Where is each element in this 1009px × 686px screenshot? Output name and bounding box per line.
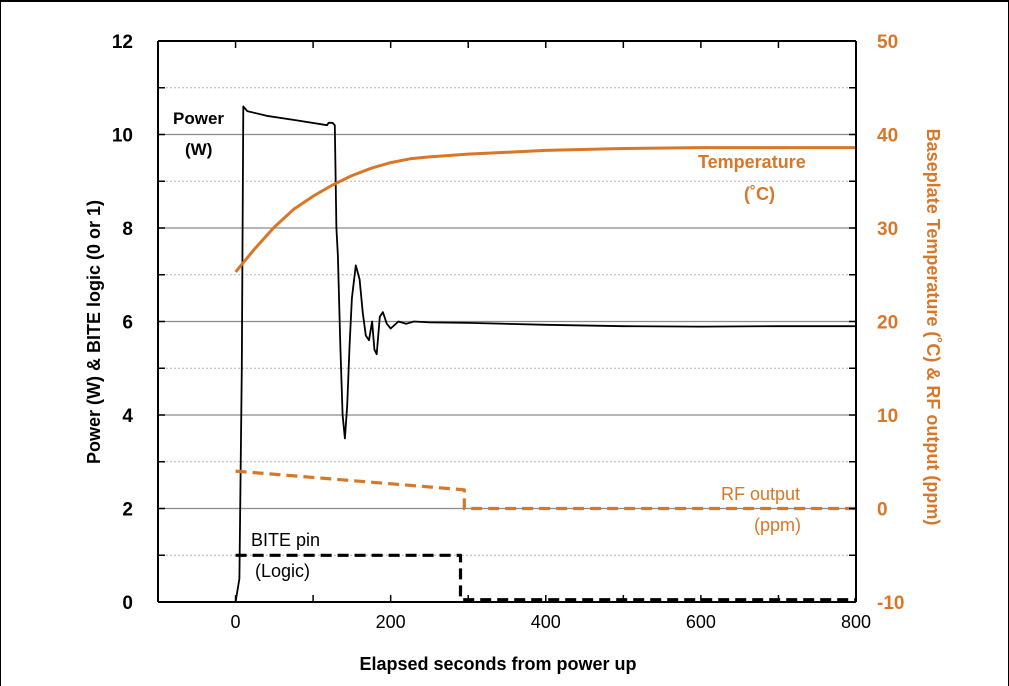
x-tick-label: 0 xyxy=(231,612,241,632)
x-tick-label: 400 xyxy=(531,612,561,632)
series-line-power-w xyxy=(234,105,856,603)
y-tick-label-right: 30 xyxy=(877,219,898,240)
power-annotation-line2: (W) xyxy=(185,140,212,159)
y-tick-label-right: 0 xyxy=(877,500,888,521)
series-layer xyxy=(234,105,856,603)
y-tick-label-right: 10 xyxy=(877,406,898,427)
temperature-annotation-line1: Temperature xyxy=(698,152,806,172)
y-tick-label-right: 40 xyxy=(877,126,898,147)
y-tick-label-right: -10 xyxy=(877,593,904,614)
y-tick-label-left: 12 xyxy=(112,32,133,53)
y-tick-label-right: 20 xyxy=(877,313,898,334)
bite-annotation-line2: (Logic) xyxy=(255,561,310,581)
power-annotation-line1: Power xyxy=(173,109,224,128)
y-axis-left-label: Power (W) & BITE logic (0 or 1) xyxy=(84,200,104,464)
grid-lines xyxy=(158,87,856,556)
rf-output-annotation-line2: (ppm) xyxy=(754,515,801,535)
y-tick-label-right: 50 xyxy=(877,32,898,53)
y-tick-label-left: 10 xyxy=(112,126,133,147)
y-tick-label-left: 2 xyxy=(122,500,133,521)
axes: 0 200 400 600 800 0 2 4 6 8 10 12 -10 0 10 20 30 40 50 xyxy=(112,32,905,632)
series-line-bite-pin-logic xyxy=(235,553,856,602)
y-tick-label-left: 6 xyxy=(122,313,133,334)
x-tick-label: 600 xyxy=(686,612,716,632)
y-tick-label-left: 0 xyxy=(122,593,133,614)
series-line-rf-output-ppm xyxy=(235,469,856,511)
y-axis-right-label: Baseplate Temperature (˚C) & RF output (… xyxy=(923,129,943,526)
x-tick-label: 800 xyxy=(841,612,871,632)
bite-annotation-line1: BITE pin xyxy=(251,530,320,550)
x-axis-label: Elapsed seconds from power up xyxy=(359,654,636,674)
temperature-annotation-line2: (˚C) xyxy=(744,184,775,204)
rf-output-annotation-line1: RF output xyxy=(721,484,800,504)
y-tick-label-left: 4 xyxy=(122,406,133,427)
y-tick-label-left: 8 xyxy=(122,219,133,240)
x-tick-label: 200 xyxy=(376,612,406,632)
series-line-temperature-c xyxy=(234,146,856,273)
